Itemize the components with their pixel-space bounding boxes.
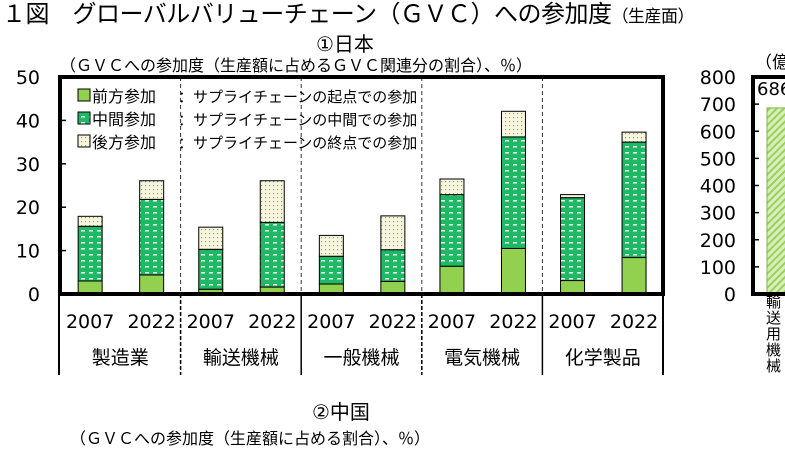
bar-segment-forward (621, 257, 647, 295)
right-y-tick-label: 400 (700, 176, 736, 198)
bar-segment-middle (139, 198, 165, 276)
category-label: 製造業 (92, 347, 149, 369)
legend-description: ：サプライチェーンの中間での参加 (178, 111, 417, 129)
right-bar (766, 107, 785, 295)
bar-segment-backward (318, 234, 344, 257)
y-tick-label: 10 (16, 241, 40, 263)
right-y-tick-label: 0 (724, 284, 736, 306)
bar-segment-middle (198, 248, 224, 290)
year-tick-label: 2007 (187, 311, 235, 333)
bar-segment-backward (380, 215, 406, 251)
bar-segment-backward (439, 178, 465, 196)
right-y-tick-label: 500 (700, 148, 736, 170)
bar-segment-middle (560, 197, 586, 282)
panel1-title: ①日本 (316, 32, 374, 56)
bar-segment-forward (439, 265, 465, 295)
right-y-tick-label: 300 (700, 203, 736, 225)
legend-description: ：サプライチェーンの起点での参加 (178, 88, 417, 106)
year-tick-label: 2022 (248, 311, 296, 333)
y-tick-label: 0 (28, 284, 40, 306)
legend-description: ：サプライチェーンの終点での参加 (178, 134, 417, 152)
bar-segment-backward (259, 180, 285, 223)
category-label: 化学製品 (565, 347, 641, 369)
bar-segment-forward (500, 247, 526, 295)
legend-label: 中間参加 (92, 110, 156, 129)
year-tick-label: 2022 (610, 311, 658, 333)
bar-segment-backward (139, 180, 165, 200)
right-plot-frame (751, 75, 785, 296)
right-chart-category-label: 輸送用機械 (766, 293, 782, 375)
bar-segment-middle (77, 225, 103, 282)
year-tick-label: 2022 (127, 311, 175, 333)
legend-swatch (77, 88, 91, 102)
figure-title: １図 グローバルバリューチェーン（ＧＶＣ）への参加度（生産面） (2, 0, 695, 28)
bar-segment-middle (318, 255, 344, 285)
y-tick-label: 20 (16, 197, 40, 219)
right-y-tick-label: 200 (700, 230, 736, 252)
bar-segment-backward (500, 110, 526, 138)
right-y-tick-label: 600 (700, 121, 736, 143)
category-label: 電気機械 (444, 347, 520, 369)
legend-label: 前方参加 (92, 87, 156, 106)
year-tick-label: 2022 (489, 311, 537, 333)
legend-label: 後方参加 (92, 133, 156, 152)
right-data-label: 686 (757, 79, 785, 100)
panel1-y-axis-label: （ＧＶＣへの参加度（生産額に占めるＧＶＣ関連分の割合）、％） (60, 56, 533, 75)
year-tick-label: 2007 (307, 311, 355, 333)
bar-segment-backward (560, 194, 586, 199)
panel2-title: ②中国 (312, 400, 370, 424)
y-tick-label: 30 (16, 154, 40, 176)
right-y-tick-label: 800 (700, 67, 736, 89)
category-label: 一般機械 (323, 347, 399, 369)
right-chart-unit-label: （億 (755, 53, 785, 73)
right-y-tick-label: 700 (700, 94, 736, 116)
year-tick-label: 2007 (428, 311, 476, 333)
year-tick-label: 2022 (369, 311, 417, 333)
plot-frame (58, 75, 665, 296)
bar-segment-backward (621, 131, 647, 143)
bar-segment-middle (380, 249, 406, 282)
category-label: 輸送機械 (203, 347, 279, 369)
bar-segment-middle (259, 221, 285, 288)
bar-segment-forward (139, 274, 165, 295)
y-tick-label: 40 (16, 110, 40, 132)
year-tick-label: 2007 (548, 311, 596, 333)
legend-swatch (77, 134, 91, 148)
right-y-tick-label: 100 (700, 257, 736, 279)
bar-segment-backward (77, 215, 103, 227)
bar-segment-middle (621, 141, 647, 259)
legend-swatch (77, 111, 91, 125)
bar-segment-middle (439, 194, 465, 267)
bar-segment-middle (500, 136, 526, 249)
bar-segment-forward (560, 280, 586, 295)
year-tick-label: 2007 (66, 311, 114, 333)
bar-segment-backward (198, 226, 224, 250)
y-tick-label: 50 (16, 67, 40, 89)
